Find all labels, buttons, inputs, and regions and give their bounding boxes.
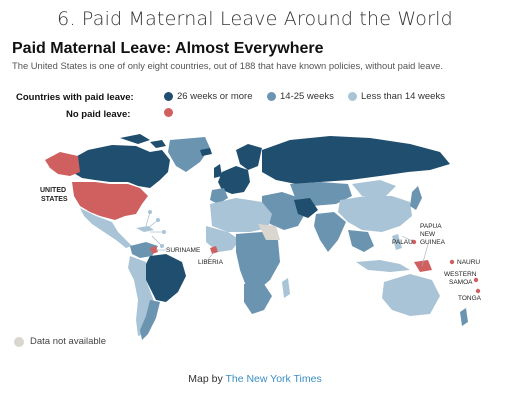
label-united-states-2: STATES: [41, 196, 68, 203]
region-iceland: [200, 148, 212, 156]
region-liberia: [210, 246, 218, 254]
region-venezuela: [130, 242, 158, 258]
region-se-asia: [348, 230, 374, 252]
legend-item-label: 26 weeks or more: [177, 91, 253, 102]
label-png-1: PAPUA: [420, 223, 442, 230]
legend-swatch-na: [14, 336, 24, 347]
map-subtitle: The United States is one of only eight c…: [12, 60, 443, 71]
region-philippines: [392, 234, 402, 250]
label-palau: PALAU: [392, 239, 413, 246]
region-alaska: [45, 152, 80, 176]
region-sudan: [258, 224, 280, 240]
region-russia: [262, 136, 450, 184]
legend-swatch-red: [164, 108, 173, 117]
region-indonesia: [356, 260, 410, 272]
region-caribbean: [136, 226, 154, 232]
region-central-africa: [236, 232, 280, 292]
footer-link[interactable]: The New York Times: [225, 373, 322, 385]
legend-item-less-14: Less than 14 weeks: [348, 91, 445, 102]
label-png-3: GUINEA: [420, 239, 446, 246]
legend-item-label: Less than 14 weeks: [361, 91, 445, 102]
region-argentina: [140, 300, 160, 340]
legend-swatch-dark: [164, 92, 173, 101]
label-samoa-1: WESTERN: [444, 271, 477, 278]
region-mongolia: [352, 180, 396, 196]
legend-swatch-mid: [267, 92, 276, 101]
region-papua-new-guinea: [414, 260, 432, 272]
region-europe-west: [218, 166, 250, 194]
legend-item-label: 14-25 weeks: [280, 91, 334, 102]
legend-swatch-light: [348, 92, 357, 101]
legend-no-paid-label: No paid leave:: [66, 109, 131, 120]
legend-not-available: Data not available: [14, 336, 106, 347]
region-usa: [72, 182, 148, 220]
legend-item-no-paid: [164, 108, 177, 117]
region-north-africa: [210, 198, 272, 232]
legend-na-label: Data not available: [30, 336, 107, 347]
region-iberia: [210, 188, 228, 204]
label-nauru: NAURU: [457, 259, 480, 266]
red-island-markers: [411, 239, 481, 294]
label-united-states-1: UNITED: [40, 187, 66, 194]
label-samoa-2: SAMOA: [449, 279, 473, 286]
region-brazil: [144, 254, 186, 302]
label-tonga: TONGA: [458, 295, 482, 302]
region-india: [314, 212, 346, 252]
legend-item-26-plus: 26 weeks or more: [164, 91, 253, 102]
label-liberia: LIBERIA: [198, 259, 224, 266]
region-west-africa: [206, 226, 240, 252]
region-southern-africa: [244, 284, 272, 314]
legend-item-14-25: 14-25 weeks: [267, 91, 334, 102]
region-suriname: [150, 246, 158, 254]
footer-credit: Map by The New York Times: [0, 373, 510, 385]
footer-prefix: Map by: [188, 373, 226, 385]
map-title: Paid Maternal Leave: Almost Everywhere: [12, 40, 324, 57]
region-mexico: [80, 208, 132, 248]
region-china: [338, 196, 412, 232]
region-greenland: [168, 137, 210, 172]
legend-paid-label: Countries with paid leave:: [16, 92, 134, 103]
label-suriname: SURINAME: [166, 247, 201, 254]
region-arctic-islands: [120, 134, 166, 148]
region-iran: [294, 198, 318, 218]
slide-title: 6. Paid Maternal Leave Around the World: [57, 8, 453, 30]
region-japan: [410, 186, 422, 210]
region-canada: [70, 145, 170, 188]
island-markers: [148, 210, 166, 248]
region-australia: [382, 274, 440, 316]
callouts: [145, 211, 429, 267]
region-new-zealand: [460, 308, 468, 326]
region-madagascar: [282, 278, 290, 298]
region-scandinavia: [236, 144, 262, 170]
region-uk: [214, 164, 222, 178]
label-png-2: NEW: [420, 231, 436, 238]
